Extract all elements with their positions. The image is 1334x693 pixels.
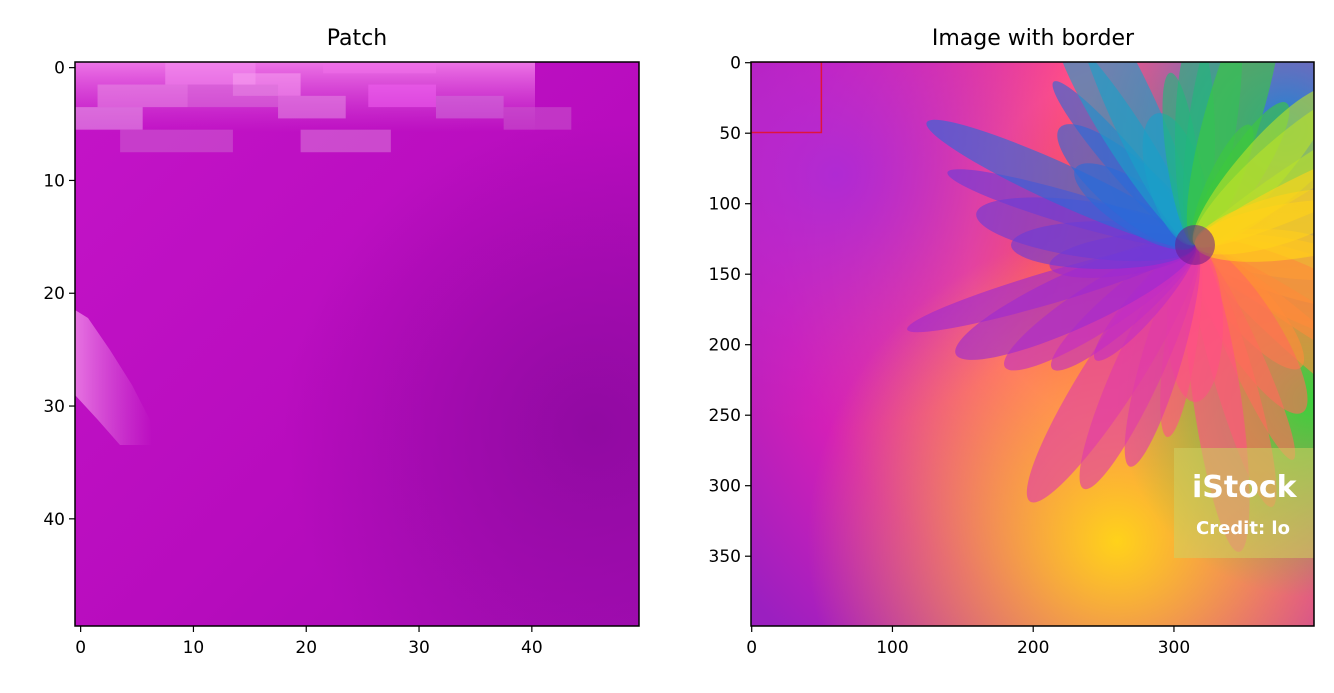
patch-axes-frame	[74, 61, 640, 627]
patch-xtick-label: 20	[295, 638, 317, 658]
watermark-credit: Credit: lo	[1196, 518, 1290, 539]
patch-panel: Patch 0 10 20 30 40 0 10 20 30 40	[43, 26, 640, 658]
image-ytick-label: 50	[719, 124, 741, 144]
image-xtick-label: 200	[1017, 638, 1049, 658]
patch-xtick-label: 0	[75, 638, 86, 658]
patch-ticks: 0 10 20 30 40 0 10 20 30 40	[43, 59, 542, 658]
flower-image: iStock Credit: lo	[751, 62, 1314, 626]
image-title: Image with border	[932, 26, 1135, 51]
patch-title: Patch	[327, 26, 387, 51]
image-ytick-label: 200	[709, 336, 741, 356]
image-ytick-label: 150	[709, 265, 741, 285]
patch-border-rect	[751, 62, 823, 134]
image-panel: Image with border iStock Credit: lo 0 100…	[709, 26, 1315, 658]
image-ticks: 0 100 200 300 0 50 100 150 200 250 300 350	[709, 54, 1191, 658]
watermark: iStock Credit: lo	[1174, 448, 1314, 558]
patch-image	[75, 62, 639, 626]
image-ytick-label: 250	[709, 406, 741, 426]
image-ytick-label: 100	[709, 195, 741, 215]
image-ytick-label: 0	[730, 54, 741, 74]
patch-xtick-label: 40	[521, 638, 543, 658]
patch-ytick-label: 0	[54, 59, 65, 79]
image-xtick-label: 0	[746, 638, 757, 658]
image-xtick-label: 300	[1158, 638, 1190, 658]
patch-xtick-label: 30	[408, 638, 430, 658]
image-axes-frame	[750, 61, 1315, 627]
image-ytick-label: 300	[709, 477, 741, 497]
patch-ytick-label: 10	[43, 171, 65, 191]
patch-ytick-label: 40	[43, 510, 65, 530]
watermark-brand: iStock	[1192, 470, 1298, 505]
image-xtick-label: 100	[876, 638, 908, 658]
image-ytick-label: 350	[709, 547, 741, 567]
patch-xtick-label: 10	[183, 638, 205, 658]
patch-ytick-label: 20	[43, 284, 65, 304]
patch-ytick-label: 30	[43, 397, 65, 417]
